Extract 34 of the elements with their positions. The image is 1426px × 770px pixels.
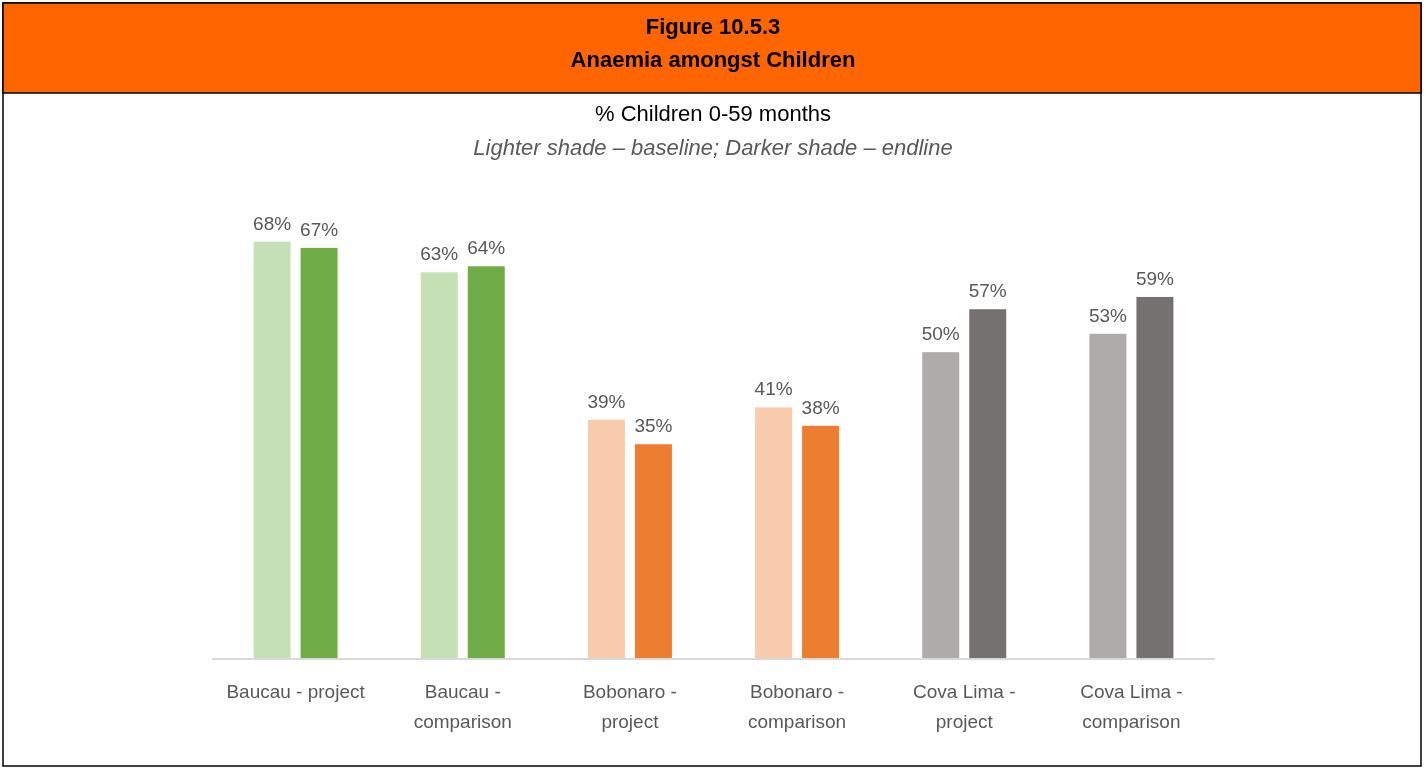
data-label: 59%	[1135, 267, 1175, 289]
x-tick-label: Cova Lima - project	[913, 681, 1016, 732]
bar	[1136, 296, 1174, 659]
x-tick-label: Baucau - project	[226, 681, 366, 702]
bar	[587, 419, 625, 659]
bar	[755, 407, 793, 659]
data-label: 57%	[968, 280, 1007, 302]
data-label: 67%	[300, 218, 339, 240]
text: Lighter shade – baseline; Darker shade – endline	[473, 135, 953, 160]
bar	[300, 247, 338, 659]
bar	[253, 241, 291, 659]
data-label: 68%	[253, 212, 292, 234]
data-label: 35%	[634, 415, 673, 437]
bar	[467, 266, 505, 659]
bar	[634, 444, 672, 659]
data-label: 53%	[1088, 304, 1128, 326]
x-tick-label: Baucau - comparison	[413, 681, 512, 732]
data-label: 63%	[420, 243, 459, 265]
x-tick-label: Cova Lima - comparison	[1080, 681, 1183, 732]
chart-subtitle: Anaemia amongst Children	[570, 47, 856, 72]
data-label: 64%	[467, 237, 506, 259]
text: % Children 0-59 months	[594, 101, 832, 126]
data-label: 38%	[801, 396, 840, 418]
data-label: 41%	[754, 378, 793, 400]
bar	[802, 425, 840, 659]
bar	[1089, 333, 1127, 659]
bar	[969, 309, 1007, 659]
bar	[922, 352, 960, 659]
x-tick-label: Bobonaro - comparison	[747, 681, 847, 732]
bar	[420, 272, 458, 659]
data-label: 39%	[587, 390, 626, 412]
chart-title: Figure 10.5.3	[645, 14, 781, 39]
data-label: 50%	[921, 323, 960, 345]
x-tick-label: Bobonaro - project	[582, 681, 677, 732]
